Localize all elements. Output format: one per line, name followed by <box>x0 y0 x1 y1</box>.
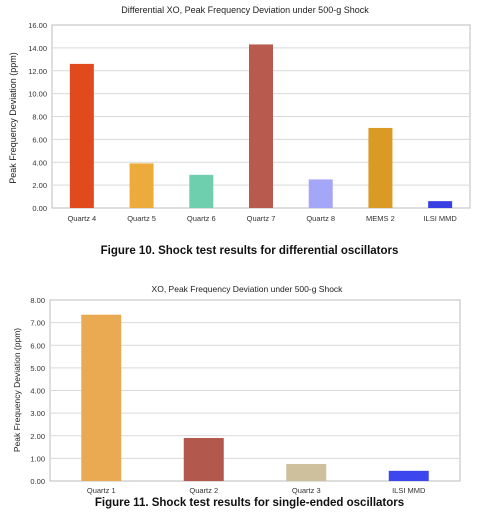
figure-10-caption: Figure 10. Shock test results for differ… <box>100 245 399 257</box>
bar <box>69 63 94 209</box>
chart-title: Differential XO, Peak Frequency Deviatio… <box>121 5 369 15</box>
y-tick-label: 8.00 <box>30 296 45 305</box>
x-tick-label: Quartz 6 <box>187 214 216 223</box>
y-tick-label: 0.00 <box>30 477 45 486</box>
bar <box>81 314 122 481</box>
bar <box>189 174 214 208</box>
bar <box>308 179 333 208</box>
x-tick-label: ILSI MMD <box>392 486 426 495</box>
x-tick-label: Quartz 5 <box>127 214 156 223</box>
chart-title: XO, Peak Frequency Deviation under 500-g… <box>152 284 344 294</box>
differential-xo-chart: Differential XO, Peak Frequency Deviatio… <box>8 5 471 223</box>
y-tick-label: 5.00 <box>30 364 45 373</box>
bar <box>368 127 393 208</box>
single-ended-xo-chart: XO, Peak Frequency Deviation under 500-g… <box>12 284 461 495</box>
y-tick-label: 2.00 <box>32 181 47 190</box>
y-tick-label: 0.00 <box>32 204 47 213</box>
y-tick-label: 3.00 <box>30 409 45 418</box>
y-tick-label: 14.00 <box>28 44 47 53</box>
y-tick-label: 1.00 <box>30 454 45 463</box>
y-axis-label: Peak Frequency Deviation (ppm) <box>8 52 18 184</box>
x-tick-label: MEMS 2 <box>366 214 395 223</box>
y-tick-label: 6.00 <box>32 135 47 144</box>
y-tick-label: 4.00 <box>30 387 45 396</box>
x-tick-label: Quartz 2 <box>189 486 218 495</box>
y-tick-label: 12.00 <box>28 67 47 76</box>
bar <box>388 470 429 481</box>
x-tick-label: Quartz 3 <box>292 486 321 495</box>
y-tick-label: 4.00 <box>32 158 47 167</box>
bar <box>129 163 154 208</box>
x-tick-label: Quartz 7 <box>247 214 276 223</box>
y-axis-label: Peak Frequency Deviation (ppm) <box>12 328 22 452</box>
y-tick-label: 6.00 <box>30 341 45 350</box>
x-tick-label: Quartz 4 <box>67 214 96 223</box>
y-tick-label: 8.00 <box>32 113 47 122</box>
bar <box>183 438 224 481</box>
y-tick-label: 10.00 <box>28 90 47 99</box>
x-tick-label: ILSI MMD <box>423 214 457 223</box>
figure-11-caption: Figure 11. Shock test results for single… <box>94 497 405 509</box>
y-tick-label: 2.00 <box>30 432 45 441</box>
x-tick-label: Quartz 1 <box>87 486 116 495</box>
x-tick-label: Quartz 8 <box>306 214 335 223</box>
bar <box>249 44 273 208</box>
y-tick-label: 7.00 <box>30 319 45 328</box>
y-tick-label: 16.00 <box>28 21 47 30</box>
bar <box>428 201 453 208</box>
bar <box>286 464 327 481</box>
